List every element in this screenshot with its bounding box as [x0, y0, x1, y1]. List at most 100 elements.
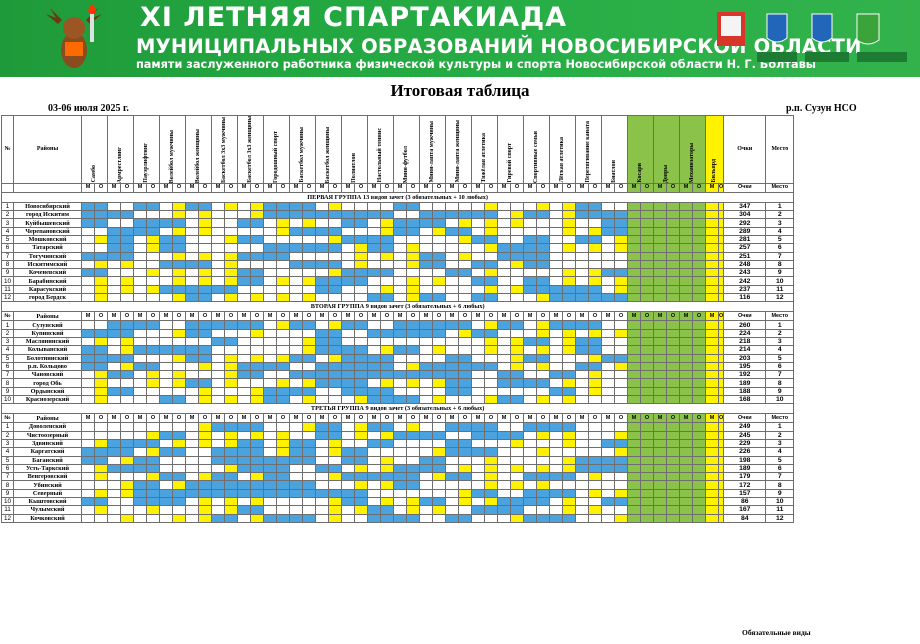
score-place: [367, 218, 381, 228]
score-points: [94, 455, 108, 465]
score-points: [458, 370, 472, 380]
row-district: Чистоозерный: [13, 430, 82, 440]
score-place: [679, 438, 693, 449]
score-place: [575, 395, 589, 405]
score-points: [276, 496, 290, 507]
mo-m: М: [445, 311, 459, 322]
score-place: [601, 268, 615, 278]
score-points: [614, 251, 628, 261]
score-points: [276, 276, 290, 286]
mo-o: О: [328, 311, 342, 322]
score-points: [484, 201, 498, 212]
score-place: [185, 226, 199, 237]
table-row: 8 Искитимский 248 8: [1, 259, 795, 270]
mo-m: М: [523, 413, 537, 424]
score-points: [484, 480, 498, 490]
score-place: [445, 251, 459, 261]
score-points: [328, 430, 342, 440]
score-place: [133, 496, 147, 507]
header-ochki: Очки: [723, 115, 767, 184]
header-sport: Волейбол женщины: [185, 115, 212, 184]
score-place: [341, 463, 355, 474]
mo-o: О: [120, 413, 134, 424]
score-points: [432, 513, 446, 523]
score-place: [705, 513, 719, 523]
score-points: [94, 234, 108, 245]
score-place: [237, 336, 251, 347]
score-place: [315, 218, 329, 228]
score-points: [458, 361, 472, 372]
score-place: [237, 259, 251, 270]
table-row: 3 Здвинский 229 3: [1, 438, 795, 449]
score-place: [315, 276, 329, 286]
score-place: [133, 386, 147, 397]
row-points: 245: [723, 430, 767, 440]
score-place: [445, 463, 459, 474]
score-place: [627, 320, 641, 330]
row-district: Убинский: [13, 480, 82, 490]
row-num: 3: [1, 218, 14, 228]
score-points: [172, 386, 186, 397]
row-place: 11: [765, 505, 795, 515]
score-place: [237, 422, 251, 432]
score-points: [172, 496, 186, 507]
score-place: [575, 463, 589, 474]
score-place: [341, 243, 355, 253]
score-place: [81, 438, 95, 449]
score-points: [510, 480, 524, 490]
score-points: [484, 284, 498, 295]
score-place: [185, 345, 199, 355]
score-place: [107, 251, 121, 261]
score-points: [432, 336, 446, 347]
score-points: [380, 496, 394, 507]
row-district: Куйбышевский: [13, 218, 82, 228]
score-place: [705, 243, 719, 253]
score-place: [705, 218, 719, 228]
score-place: [523, 430, 537, 440]
score-points: [588, 276, 602, 286]
score-place: [315, 259, 329, 270]
score-place: [315, 284, 329, 295]
score-points: [250, 438, 264, 449]
row-points: 189: [723, 463, 767, 474]
score-points: [224, 378, 238, 388]
row-place: 1: [765, 320, 795, 330]
score-place: [159, 328, 173, 338]
score-points: [354, 513, 368, 523]
mo-o: О: [484, 413, 498, 424]
score-place: [679, 345, 693, 355]
score-points: [458, 438, 472, 449]
score-place: [445, 488, 459, 499]
header-sport: Баскетбол женщины: [315, 115, 342, 184]
row-points: 168: [723, 395, 767, 405]
score-points: [510, 422, 524, 432]
score-points: [588, 293, 602, 303]
row-district: Краснозерский: [13, 395, 82, 405]
score-place: [601, 496, 615, 507]
score-points: [172, 463, 186, 474]
score-place: [289, 378, 303, 388]
score-points: [250, 276, 264, 286]
score-points: [432, 353, 446, 363]
score-points: [562, 463, 576, 474]
score-points: [640, 284, 654, 295]
score-place: [523, 320, 537, 330]
score-place: [705, 276, 719, 286]
score-place: [575, 353, 589, 363]
score-points: [406, 438, 420, 449]
score-points: [562, 293, 576, 303]
score-place: [627, 268, 641, 278]
score-place: [445, 513, 459, 523]
score-place: [575, 438, 589, 449]
score-place: [497, 226, 511, 237]
score-place: [237, 234, 251, 245]
score-place: [679, 293, 693, 303]
score-points: [484, 320, 498, 330]
score-points: [536, 353, 550, 363]
score-place: [367, 251, 381, 261]
score-place: [263, 438, 277, 449]
score-points: [640, 455, 654, 465]
score-points: [94, 336, 108, 347]
score-place: [289, 328, 303, 338]
score-place: [627, 328, 641, 338]
